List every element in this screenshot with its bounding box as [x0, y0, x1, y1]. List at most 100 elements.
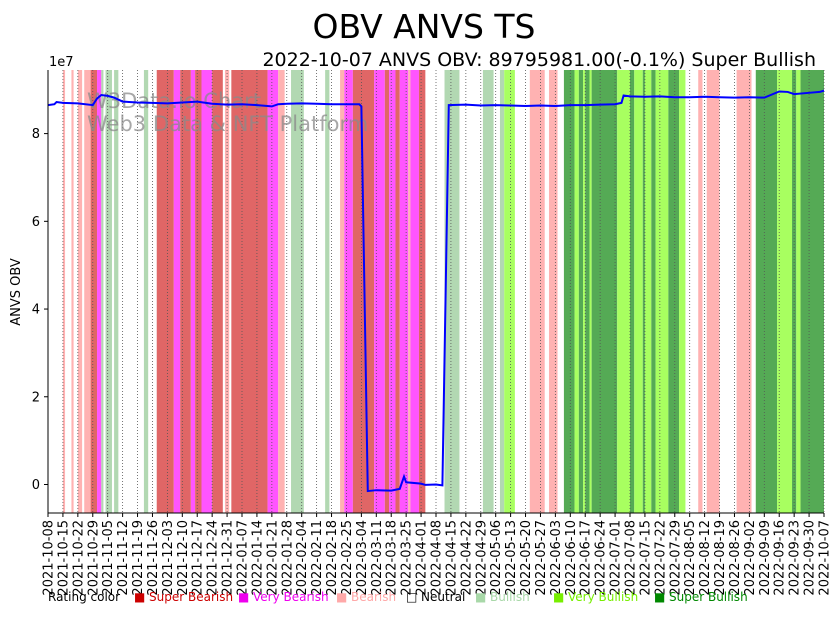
x-tick-label: 2022-07-22: [653, 520, 668, 596]
rating-band-bullish: [482, 70, 494, 513]
y-axis-exponent: 1e7: [49, 55, 74, 70]
x-tick-label: 2022-09-16: [773, 520, 788, 596]
rating-band-very-bearish: [190, 70, 196, 513]
rating-band-bullish: [101, 70, 104, 513]
x-tick-label: 2022-01-14: [250, 520, 265, 596]
legend-item-bearish: Bearish: [351, 590, 396, 604]
y-tick-label: 8: [32, 127, 40, 142]
chart-subtitle: 2022-10-07 ANVS OBV: 89795981.00(-0.1%) …: [262, 49, 816, 71]
rating-band-bearish: [706, 70, 720, 513]
x-tick-label: 2021-12-17: [191, 520, 206, 596]
rating-legend: Rating color ■ Super Bearish ■ Very Bearish…: [48, 590, 748, 604]
x-tick-label: 2022-07-01: [609, 520, 624, 596]
x-gridlines: [47, 70, 825, 513]
rating-band-super-bearish: [418, 70, 426, 513]
rating-band-bearish: [529, 70, 545, 513]
x-tick-label: 2022-04-15: [444, 520, 459, 596]
y-tick-label: 0: [32, 478, 40, 493]
x-tick-label: 2022-09-09: [758, 520, 773, 596]
rating-band-bearish: [224, 70, 230, 513]
rating-band-bearish: [77, 70, 83, 513]
x-tick-label: 2022-05-27: [534, 520, 549, 596]
rating-band-super-bullish: [578, 70, 584, 513]
rating-band-super-bearish: [180, 70, 191, 513]
x-tick-label: 2022-09-02: [743, 520, 758, 596]
x-tick-label: 2021-11-26: [146, 520, 161, 596]
x-tick-label: 2021-12-03: [161, 520, 176, 596]
rating-band-super-bearish: [395, 70, 400, 513]
y-tick-label: 6: [32, 215, 40, 230]
watermark-line-1: W3Data.io Chart: [87, 89, 261, 113]
rating-band-super-bearish: [90, 70, 98, 513]
x-tick-label: 2021-12-31: [221, 520, 236, 596]
rating-band-very-bullish: [617, 70, 630, 513]
x-tick-label: 2022-02-11: [310, 520, 325, 596]
legend-item-neutral: Neutral: [421, 590, 465, 604]
rating-band-very-bullish: [655, 70, 669, 513]
x-tick-label: 2021-10-15: [56, 520, 71, 596]
rating-band-bearish: [278, 70, 285, 513]
x-tick-label: 2022-04-29: [474, 520, 489, 596]
x-tick-label: 2022-01-21: [265, 520, 280, 596]
x-tick-label: 2022-03-11: [370, 520, 385, 596]
legend-item-very-bearish: Very Bearish: [253, 590, 329, 604]
x-tick-label: 2022-06-10: [564, 520, 579, 596]
x-tick-label: 2022-02-04: [295, 520, 310, 596]
rating-band-very-bearish: [410, 70, 419, 513]
legend-swatch: ■: [238, 590, 249, 604]
rating-band-super-bearish: [231, 70, 268, 513]
x-tick-label: 2022-04-22: [459, 520, 474, 596]
legend-swatch: ■: [134, 590, 145, 604]
rating-band-bullish: [444, 70, 460, 513]
rating-band-bullish: [143, 70, 149, 513]
x-tick-label: 2022-02-25: [340, 520, 355, 596]
rating-band-very-bearish: [97, 70, 102, 513]
legend-swatch: ■: [553, 590, 564, 604]
rating-band-very-bearish: [267, 70, 279, 513]
x-tick-label: 2021-10-08: [42, 520, 57, 596]
x-tick-label: 2022-05-20: [519, 520, 534, 596]
rating-band-very-bearish: [399, 70, 409, 513]
rating-band-super-bearish: [156, 70, 174, 513]
x-tick-label: 2022-05-06: [489, 520, 504, 596]
legend-item-super-bullish: Super Bullish: [669, 590, 748, 604]
rating-band-bearish: [408, 70, 411, 513]
rating-band-super-bullish: [800, 70, 824, 513]
x-tick-label: 2022-04-08: [430, 520, 445, 596]
obv-series-line: [47, 89, 825, 493]
rating-band-super-bullish: [563, 70, 575, 513]
rating-band-bullish: [114, 70, 119, 513]
x-tick-label: 2022-08-12: [698, 520, 713, 596]
rating-band-very-bearish: [201, 70, 213, 513]
x-tick-label: 2022-03-04: [355, 520, 370, 596]
rating-band-very-bullish: [644, 70, 652, 513]
legend-swatch: ■: [654, 590, 665, 604]
rating-band-very-bullish: [796, 70, 801, 513]
x-tick-label: 2022-09-23: [788, 520, 803, 596]
x-tick-label: 2022-07-15: [638, 520, 653, 596]
x-tick-label: 2022-05-13: [504, 520, 519, 596]
rating-band-super-bullish: [585, 70, 590, 513]
rating-band-bearish: [62, 70, 66, 513]
rating-band-super-bullish: [651, 70, 656, 513]
x-tick-label: 2022-06-24: [594, 520, 609, 596]
rating-band-super-bearish: [384, 70, 390, 513]
x-tick-label: 2022-07-29: [668, 520, 683, 596]
x-tick-label: 2022-08-19: [713, 520, 728, 596]
rating-band-bearish: [71, 70, 74, 513]
x-tick-label: 2021-12-24: [206, 520, 221, 596]
legend-swatch: □: [406, 590, 417, 604]
rating-band-bearish: [84, 70, 91, 513]
x-tick-label: 2022-04-01: [415, 520, 430, 596]
rating-band-bullish: [499, 70, 505, 513]
rating-band-super-bullish: [630, 70, 635, 513]
legend-title: Rating color: [48, 590, 120, 604]
x-tick-label: 2022-06-03: [549, 520, 564, 596]
x-tick-label: 2022-09-30: [803, 520, 818, 596]
rating-band-bearish: [736, 70, 752, 513]
x-tick-label: 2022-06-17: [579, 520, 594, 596]
x-tick-label: 2021-12-10: [176, 520, 191, 596]
x-tick-label: 2022-02-18: [325, 520, 340, 596]
x-tick-label: 2022-08-05: [683, 520, 698, 596]
rating-band-bullish: [325, 70, 330, 513]
